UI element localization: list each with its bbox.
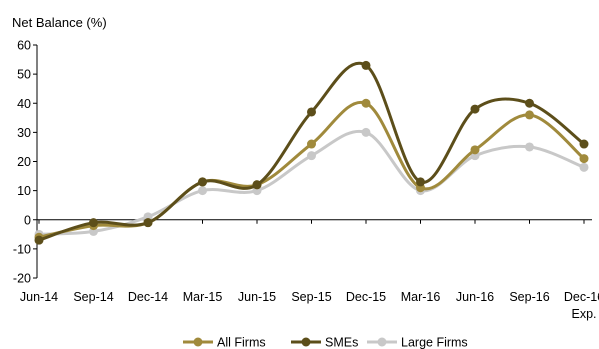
y-tick-label: -20 — [13, 272, 31, 286]
y-tick-label: 40 — [17, 97, 31, 111]
data-point-large-firms — [198, 186, 207, 196]
x-axis: Jun-14 Sep-14 Dec-14 Mar-15 Jun-15 Sep-15 Dec-… — [20, 219, 599, 321]
legend-swatch-marker — [377, 337, 387, 347]
data-point-all-firms — [579, 154, 589, 164]
data-point-smes — [525, 98, 534, 108]
data-point-all-firms — [470, 145, 480, 155]
y-tick-label: 10 — [17, 184, 31, 198]
y-tick-label: 30 — [17, 126, 31, 140]
x-tick-label: Dec-16 — [564, 290, 599, 304]
data-point-all-firms — [307, 139, 316, 149]
series-line-all-firms — [37, 100, 586, 239]
chart-legend: All Firms SMEs Large Firms — [183, 336, 468, 349]
legend-swatch-marker — [193, 337, 203, 347]
x-tick-label: Jun-15 — [238, 290, 276, 304]
data-point-large-firms — [579, 162, 589, 172]
y-tick-label: 0 — [24, 213, 31, 227]
data-point-smes — [198, 177, 207, 187]
data-point-smes — [307, 107, 316, 117]
data-point-all-firms — [361, 98, 371, 108]
y-tick-label: 50 — [17, 68, 31, 82]
y-tick-label: -10 — [13, 242, 31, 256]
x-tick-label: Dec-14 — [128, 290, 168, 304]
data-point-all-firms — [525, 110, 534, 120]
data-point-smes — [416, 177, 425, 187]
x-tick-label: Sep-15 — [291, 290, 331, 304]
x-tick-label: Mar-16 — [401, 290, 441, 304]
chart-title: Net Balance (%) — [12, 15, 107, 30]
data-point-large-firms — [361, 127, 371, 137]
legend-swatch-marker — [301, 337, 311, 347]
data-point-smes — [143, 218, 153, 228]
x-tick-sublabel: Exp. — [571, 307, 596, 321]
legend-label: Large Firms — [401, 336, 468, 349]
legend-label: All Firms — [217, 336, 266, 349]
x-tick-label: Sep-16 — [509, 290, 549, 304]
data-point-smes — [252, 180, 262, 190]
data-point-smes — [34, 235, 44, 245]
legend-label: SMEs — [325, 336, 358, 349]
data-point-large-firms — [307, 151, 316, 161]
x-tick-label: Dec-15 — [346, 290, 386, 304]
data-point-smes — [470, 104, 480, 114]
x-tick-label: Jun-16 — [456, 290, 494, 304]
x-tick-label: Sep-14 — [73, 290, 113, 304]
x-tick-label: Mar-15 — [183, 290, 223, 304]
data-point-smes — [361, 60, 371, 70]
y-tick-label: 20 — [17, 155, 31, 169]
plot-area — [34, 60, 589, 245]
y-tick-label: 60 — [17, 39, 31, 53]
y-axis: 60 50 40 30 20 10 0 -10 -20 — [13, 39, 38, 286]
data-point-large-firms — [525, 142, 534, 152]
data-point-smes — [89, 218, 98, 228]
x-tick-label: Jun-14 — [20, 290, 58, 304]
data-point-smes — [579, 139, 589, 149]
